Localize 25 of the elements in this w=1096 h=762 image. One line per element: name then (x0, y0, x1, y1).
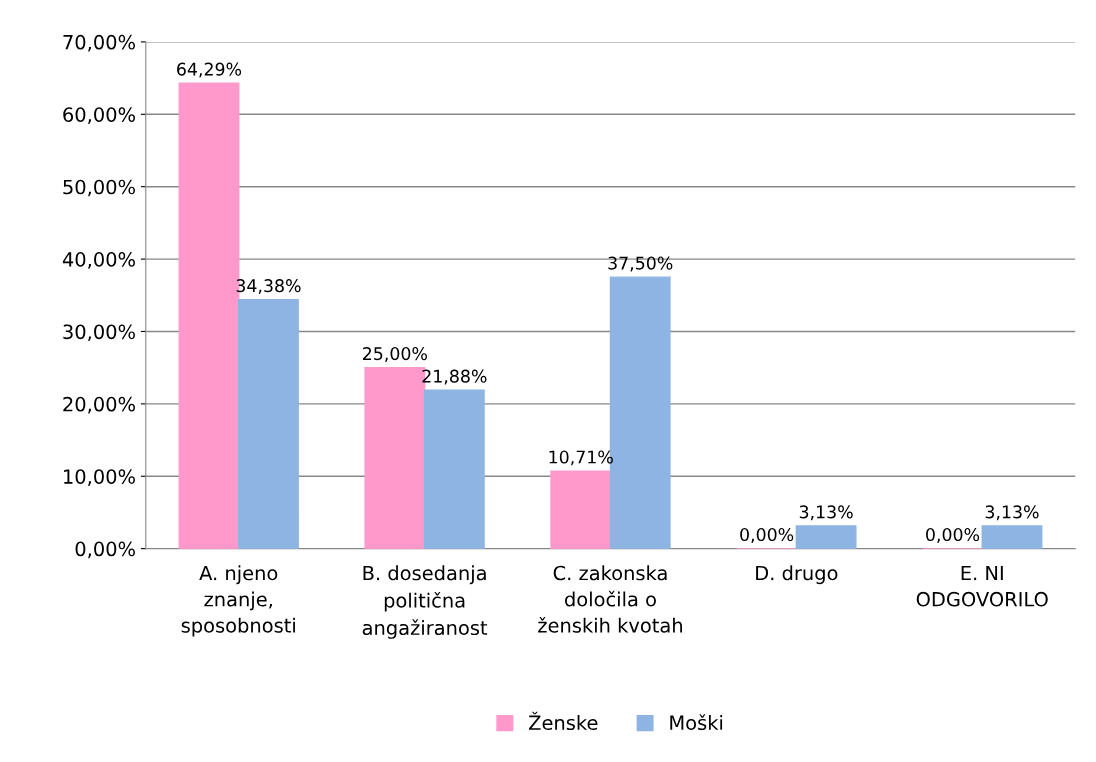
data-label: 21,88% (422, 369, 487, 385)
x-tick-label: E. NI ODGOVORILO (916, 565, 1048, 607)
y-tick-label: 0,00% (75, 541, 135, 559)
data-label: 37,50% (608, 256, 673, 272)
legend-label: Ženske (529, 711, 598, 731)
y-tick-label: 20,00% (63, 396, 135, 414)
data-label: 34,38% (236, 279, 301, 294)
y-tick-label: 40,00% (62, 252, 135, 269)
x-tick-label: D. drugo (756, 565, 838, 585)
y-tick-label: 70,00% (63, 34, 135, 52)
data-label: 0,00% (740, 527, 794, 543)
data-label: 0,00% (926, 527, 980, 543)
data-label: 10,71% (549, 450, 613, 466)
y-tick-label: 30,00% (63, 324, 135, 342)
x-tick-label: B. dosedanja politična angažiranost (362, 565, 488, 639)
x-tick-label: C. zakonska določila o ženskih kvotah (538, 565, 682, 633)
y-tick-label: 60,00% (63, 107, 135, 124)
y-tick-label: 10,00% (64, 469, 135, 486)
data-label: 3,13% (985, 505, 1039, 521)
data-label: 64,29% (177, 62, 242, 78)
legend-label: Moški (670, 714, 723, 731)
x-tick-label: A. njeno znanje, sposobnosti (181, 565, 295, 637)
data-label: 3,13% (799, 505, 853, 521)
y-tick-label: 50,00% (63, 179, 135, 197)
data-label: 25,00% (363, 347, 427, 362)
